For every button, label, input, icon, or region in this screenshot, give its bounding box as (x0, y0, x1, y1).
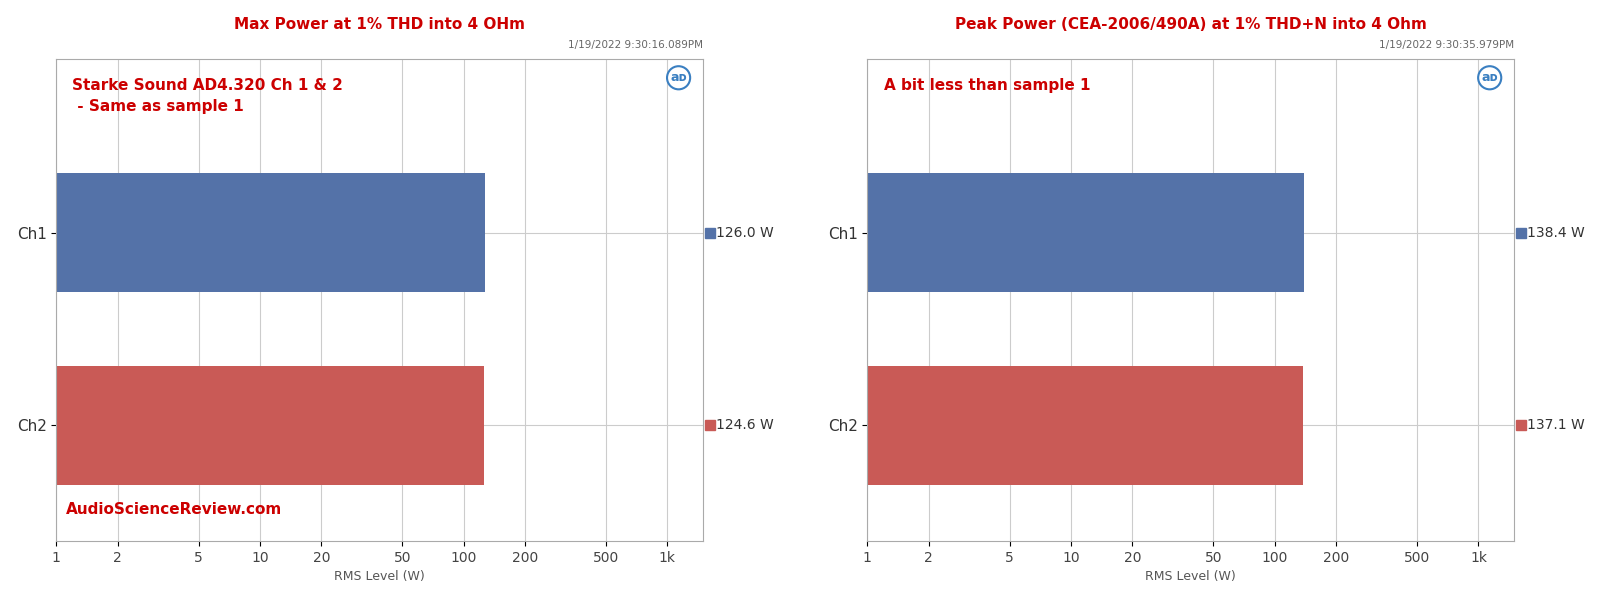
Text: 126.0 W: 126.0 W (717, 226, 774, 239)
Text: Starke Sound AD4.320 Ch 1 & 2
 - Same as sample 1: Starke Sound AD4.320 Ch 1 & 2 - Same as … (72, 79, 344, 115)
Text: 1/19/2022 9:30:16.089PM: 1/19/2022 9:30:16.089PM (568, 40, 702, 50)
Text: 1/19/2022 9:30:35.979PM: 1/19/2022 9:30:35.979PM (1379, 40, 1514, 50)
Title: Peak Power (CEA-2006/490A) at 1% THD+N into 4 Ohm: Peak Power (CEA-2006/490A) at 1% THD+N i… (955, 17, 1427, 32)
Bar (56, 365, 483, 485)
Text: aᴅ: aᴅ (670, 71, 686, 84)
Text: 138.4 W: 138.4 W (1528, 226, 1586, 239)
X-axis label: RMS Level (W): RMS Level (W) (1146, 571, 1237, 583)
Text: 124.6 W: 124.6 W (717, 418, 774, 433)
Text: aᴅ: aᴅ (1482, 71, 1498, 84)
Bar (867, 173, 1304, 292)
Bar (56, 173, 485, 292)
Title: Max Power at 1% THD into 4 OHm: Max Power at 1% THD into 4 OHm (234, 17, 525, 32)
Text: 137.1 W: 137.1 W (1528, 418, 1586, 433)
Bar (867, 365, 1304, 485)
Text: A bit less than sample 1: A bit less than sample 1 (883, 79, 1090, 94)
X-axis label: RMS Level (W): RMS Level (W) (334, 571, 426, 583)
Text: AudioScienceReview.com: AudioScienceReview.com (66, 502, 282, 517)
